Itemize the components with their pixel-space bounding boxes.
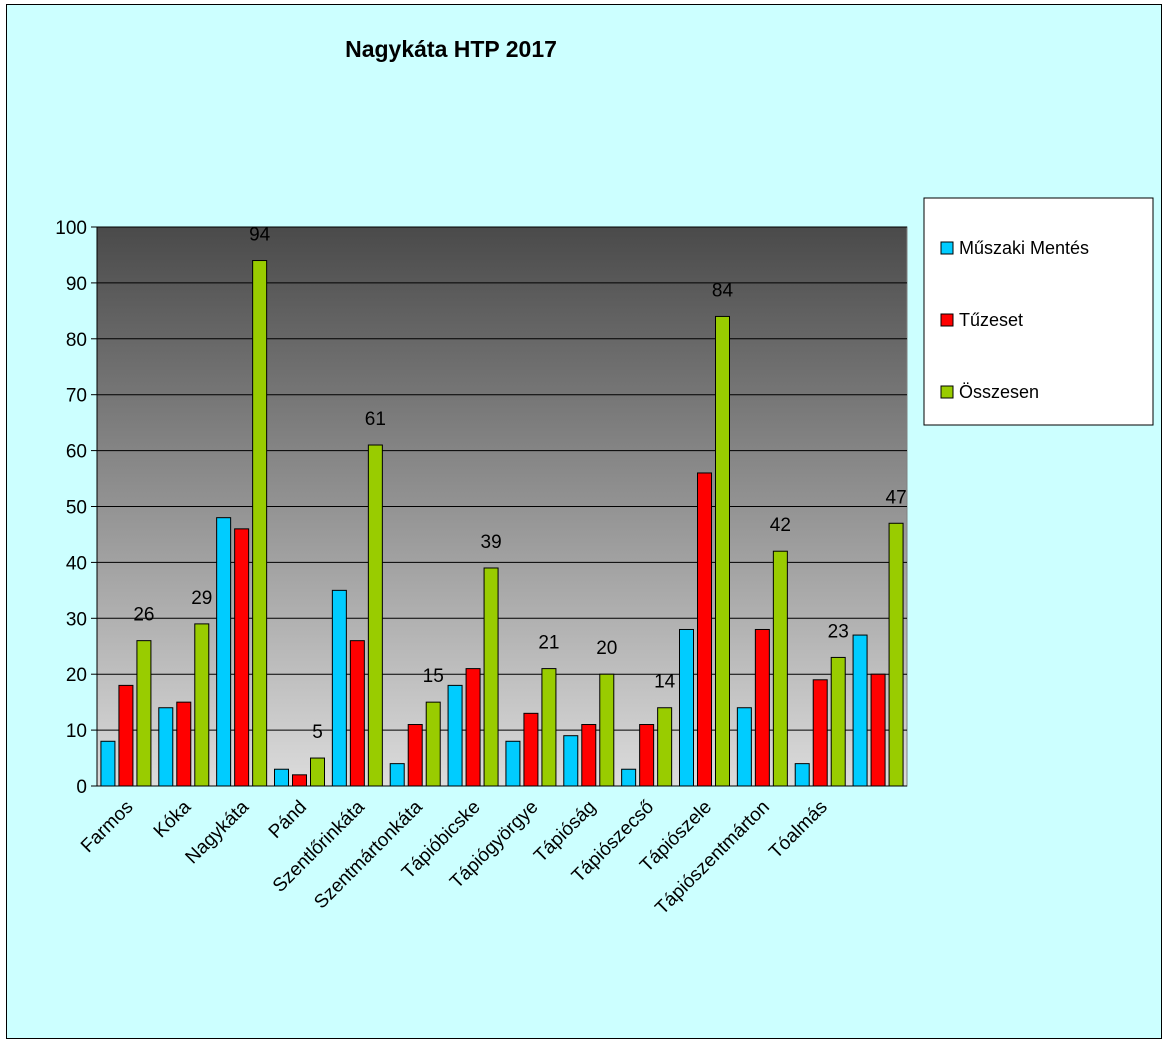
- bar: [697, 472, 712, 787]
- bar: [599, 673, 615, 787]
- data-label: 84: [712, 280, 734, 301]
- bar: [754, 628, 770, 787]
- data-label: 39: [481, 532, 502, 553]
- data-label: 47: [886, 487, 907, 508]
- legend: Műszaki Mentés Tűzeset Összesen: [923, 197, 1154, 426]
- data-label: 26: [133, 605, 154, 626]
- bar: [234, 528, 250, 787]
- bar: [794, 763, 810, 787]
- legend-label: Tűzeset: [959, 310, 1023, 330]
- bar: [541, 668, 557, 787]
- legend-swatch: [940, 385, 954, 399]
- bar: [292, 774, 307, 787]
- category-label: Nagykáta: [182, 796, 254, 868]
- y-tick-label: 80: [66, 330, 87, 351]
- category-label: Kóka: [150, 796, 196, 842]
- chart-frame: Nagykáta HTP 2017 0 10 20 30 40 50 60 70 80 90 100…: [6, 4, 1162, 1039]
- bar: [176, 701, 192, 787]
- y-tick-label: 0: [76, 777, 87, 798]
- bar: [715, 315, 730, 787]
- legend-swatch: [940, 241, 954, 255]
- y-tick-label: 100: [55, 218, 87, 239]
- category-label: Tápiószentmárton: [652, 797, 774, 919]
- bar: [425, 701, 441, 787]
- bar: [100, 740, 116, 787]
- bars: [100, 260, 904, 787]
- bar: [118, 684, 134, 787]
- y-tick-label: 40: [66, 553, 87, 574]
- bar: [483, 567, 499, 787]
- bar: [888, 522, 904, 787]
- bar: [216, 517, 232, 787]
- y-axis: 0 10 20 30 40 50 60 70 80 90 100: [55, 218, 98, 798]
- chart-svg: Nagykáta HTP 2017 0 10 20 30 40 50 60 70 80 90 100…: [55, 36, 1154, 919]
- bar: [465, 668, 481, 787]
- category-label: Farmos: [77, 797, 137, 857]
- bar: [389, 763, 405, 787]
- data-label: 14: [654, 672, 676, 693]
- bar: [772, 550, 788, 787]
- bar: [679, 628, 694, 787]
- bar: [252, 260, 268, 787]
- data-label: 15: [423, 666, 444, 687]
- bar: [812, 679, 828, 787]
- bar: [194, 623, 210, 787]
- bar: [447, 684, 463, 787]
- legend-label: Műszaki Mentés: [959, 238, 1089, 258]
- bar: [407, 724, 423, 787]
- category-label: Szentmártonkáta: [310, 796, 427, 913]
- data-label: 94: [249, 225, 271, 246]
- bar: [274, 768, 289, 787]
- data-label: 42: [770, 515, 791, 536]
- y-tick-label: 90: [66, 274, 87, 295]
- bar: [621, 768, 637, 787]
- data-label: 21: [538, 633, 559, 654]
- y-tick-label: 30: [66, 609, 87, 630]
- y-tick-label: 60: [66, 442, 87, 463]
- bar: [736, 707, 752, 787]
- data-label: 5: [312, 722, 323, 743]
- category-label: Pánd: [265, 797, 311, 843]
- bar: [523, 712, 539, 787]
- data-label: 61: [365, 409, 386, 430]
- bar: [639, 724, 655, 787]
- data-label: 20: [596, 638, 617, 659]
- y-tick-label: 50: [66, 498, 87, 519]
- bar: [830, 656, 846, 787]
- data-label: 23: [828, 621, 849, 642]
- data-label: 29: [191, 588, 212, 609]
- bar: [852, 634, 868, 787]
- bar: [310, 757, 325, 787]
- bar: [657, 707, 673, 787]
- y-tick-label: 70: [66, 386, 87, 407]
- bar: [136, 640, 152, 787]
- legend-swatch: [940, 313, 954, 327]
- bar: [331, 589, 347, 787]
- bar: [367, 444, 383, 787]
- bar: [505, 740, 521, 787]
- bar: [158, 707, 174, 787]
- bar: [870, 673, 886, 787]
- y-tick-label: 10: [66, 721, 87, 742]
- bar: [563, 735, 579, 787]
- data-labels: 26 29 94 5 61 15 39 21 20 14 84 42 23 47: [133, 225, 906, 744]
- y-tick-label: 20: [66, 665, 87, 686]
- legend-label: Összesen: [959, 382, 1039, 402]
- legend-box: [923, 197, 1154, 426]
- chart-title: Nagykáta HTP 2017: [345, 36, 557, 62]
- bar: [581, 724, 597, 787]
- category-label: Tóalmás: [765, 797, 831, 863]
- bar: [349, 640, 365, 787]
